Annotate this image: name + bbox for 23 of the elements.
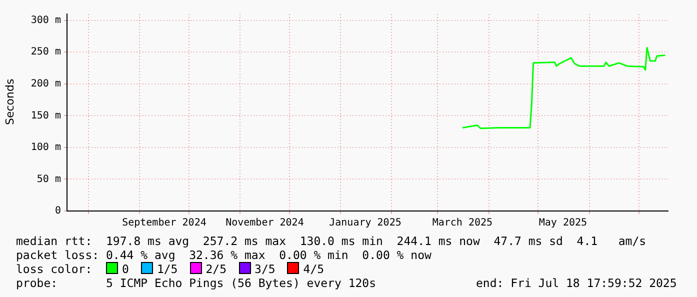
y-axis-title: Seconds [4,78,16,125]
y-tick-label: 50 m [36,174,61,185]
y-tick-label: 0 [54,206,61,217]
legend-label: 0 [122,262,129,276]
text: end: Fri Jul 18 17:59:52 2025 [476,276,677,290]
x-tick-label: November 2024 [226,218,304,229]
legend-label: 4/5 [303,262,324,276]
text: probe: 5 ICMP Echo Pings (56 Bytes) every 120s [16,276,376,290]
legend-title: loss color: [16,262,94,276]
x-tick-label: May 2025 [538,218,588,229]
x-tick-label: March 2025 [432,218,493,229]
y-tick-label: 300 m [30,14,61,26]
y-tick-label: 100 m [30,142,61,154]
legend-label: 1/5 [156,262,178,276]
text: median rtt: 197.8 ms avg 257.2 ms max 130.0 ms min 244.1 ms now 47.7 ms sd 4.1 am/s [16,234,646,248]
x-tick-label: January 2025 [329,218,402,229]
y-tick-label: 200 m [30,78,61,90]
text: packet loss: 0.44 % avg 32.36 % max 0.00 % min 0.00 % now [16,248,432,262]
x-tick-label: September 2024 [122,218,206,229]
y-tick-label: 250 m [30,46,61,58]
legend-label: 3/5 [254,262,276,276]
y-tick-label: 150 m [30,110,61,122]
legend-label: 2/5 [206,262,227,276]
